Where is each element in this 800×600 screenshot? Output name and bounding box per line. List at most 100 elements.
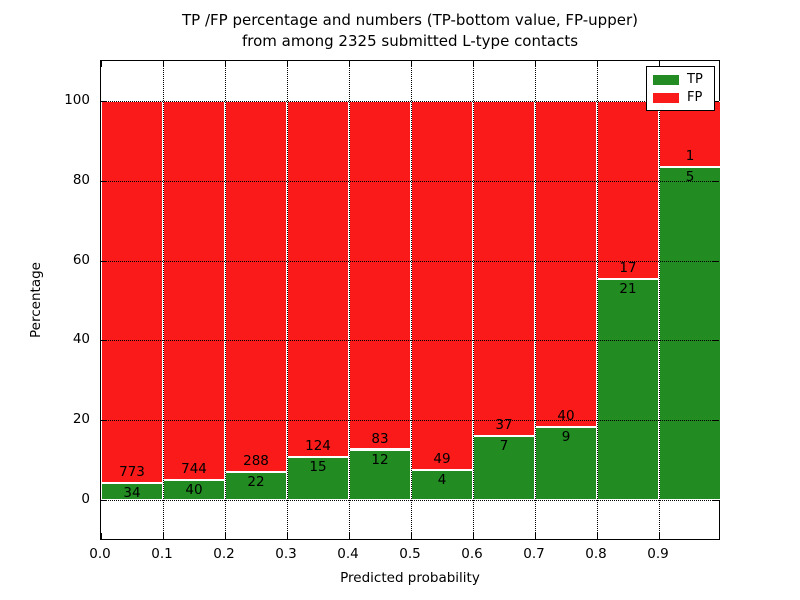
y-tick-label: 100: [64, 91, 90, 108]
x-axis-label: Predicted probability: [340, 570, 480, 586]
fp-bar-segment: [101, 100, 163, 484]
tp-count-label: 21: [619, 281, 637, 298]
x-tick-mark: [659, 533, 660, 539]
y-tick-label: 40: [72, 331, 90, 348]
tp-bar-segment: [473, 436, 535, 500]
x-tick-label: 0.7: [523, 546, 545, 562]
legend: TP FP: [646, 66, 715, 111]
x-tick-mark: [597, 533, 598, 539]
tp-count-label: 12: [371, 451, 389, 468]
fp-bar-segment: [225, 100, 287, 472]
x-tick-mark-top: [225, 61, 226, 67]
y-tick-mark-right: [713, 499, 719, 501]
y-tick-label: 0: [81, 490, 90, 507]
tp-count-label: 40: [185, 481, 203, 498]
fp-bar-segment: [535, 100, 597, 427]
x-gridline: [349, 61, 350, 539]
y-tick-mark-right: [713, 420, 719, 422]
x-tick-mark: [163, 533, 164, 539]
x-tick-mark-top: [163, 61, 164, 67]
fp-count-label: 17: [619, 260, 637, 277]
x-tick-mark: [473, 533, 474, 539]
fp-count-label: 773: [119, 464, 145, 481]
x-tick-mark-top: [597, 61, 598, 67]
fp-bar-segment: [411, 100, 473, 470]
x-gridline: [225, 61, 226, 539]
y-gridline: [101, 420, 719, 422]
fp-count-label: 40: [557, 407, 575, 424]
fp-bar-segment: [659, 100, 721, 168]
tp-bar-segment: [535, 426, 597, 500]
x-tick-label: 0.5: [399, 546, 421, 562]
x-tick-label: 0.3: [275, 546, 297, 562]
y-gridline: [101, 180, 719, 182]
x-tick-label: 0.0: [89, 546, 111, 562]
x-tick-mark-top: [101, 61, 102, 67]
tp-count-label: 9: [561, 428, 571, 445]
x-tick-label: 0.6: [461, 546, 483, 562]
x-tick-mark-top: [473, 61, 474, 67]
tp-legend-swatch: [653, 74, 679, 85]
x-tick-mark: [287, 533, 288, 539]
x-tick-mark-top: [287, 61, 288, 67]
x-tick-label: 0.1: [151, 546, 173, 562]
x-tick-mark-top: [349, 61, 350, 67]
x-gridline: [473, 61, 474, 539]
tp-count-label: 15: [309, 458, 327, 475]
fp-count-label: 744: [181, 460, 207, 477]
fp-bar-segment: [163, 100, 225, 480]
x-tick-mark-top: [411, 61, 412, 67]
y-tick-mark: [101, 420, 107, 422]
x-tick-label: 0.2: [213, 546, 235, 562]
y-gridline: [101, 340, 719, 342]
tp-count-label: 7: [499, 438, 509, 455]
y-tick-label: 80: [72, 171, 90, 188]
fp-legend-label: FP: [687, 90, 703, 105]
x-tick-mark: [411, 533, 412, 539]
tp-bar-segment: [659, 167, 721, 500]
x-gridline: [659, 61, 660, 539]
y-gridline: [101, 499, 719, 501]
fp-count-label: 37: [495, 417, 513, 434]
y-gridline: [101, 100, 719, 102]
fp-count-label: 288: [243, 452, 269, 469]
tp-count-label: 5: [685, 169, 695, 186]
tp-bar-segment: [101, 483, 163, 500]
legend-entry-tp: TP: [653, 71, 708, 89]
y-tick-mark-right: [713, 340, 719, 342]
tp-bar-segment: [287, 456, 349, 500]
chart-title-line1: TP /FP percentage and numbers (TP-bottom…: [182, 11, 638, 29]
x-gridline: [597, 61, 598, 539]
chart-title: TP /FP percentage and numbers (TP-bottom…: [110, 10, 710, 51]
fp-bar-segment: [287, 100, 349, 457]
x-gridline: [411, 61, 412, 539]
chart-title-line2: from among 2325 submitted L-type contact…: [241, 31, 579, 50]
y-tick-mark: [101, 499, 107, 501]
x-tick-label: 0.4: [337, 546, 359, 562]
tp-bar-segment: [349, 449, 411, 500]
fp-bar-segment: [473, 100, 535, 437]
fp-count-label: 83: [371, 430, 389, 447]
y-tick-mark-right: [713, 100, 719, 102]
x-gridline: [287, 61, 288, 539]
tp-count-label: 34: [123, 485, 141, 502]
fp-count-label: 49: [433, 450, 451, 467]
fp-count-label: 124: [305, 437, 331, 454]
y-tick-label: 60: [72, 251, 90, 268]
x-tick-mark: [349, 533, 350, 539]
fp-legend-swatch: [653, 92, 679, 103]
x-tick-mark: [225, 533, 226, 539]
fp-count-label: 1: [685, 148, 695, 165]
x-tick-label: 0.8: [585, 546, 607, 562]
y-tick-mark: [101, 260, 107, 262]
y-tick-mark: [101, 180, 107, 182]
fp-bar-segment: [349, 100, 411, 450]
x-tick-mark-top: [659, 61, 660, 67]
x-gridline: [163, 61, 164, 539]
y-tick-mark-right: [713, 180, 719, 182]
x-tick-label: 0.9: [647, 546, 669, 562]
y-tick-mark: [101, 340, 107, 342]
x-gridline: [535, 61, 536, 539]
tp-count-label: 22: [247, 473, 265, 490]
x-tick-mark: [535, 533, 536, 539]
